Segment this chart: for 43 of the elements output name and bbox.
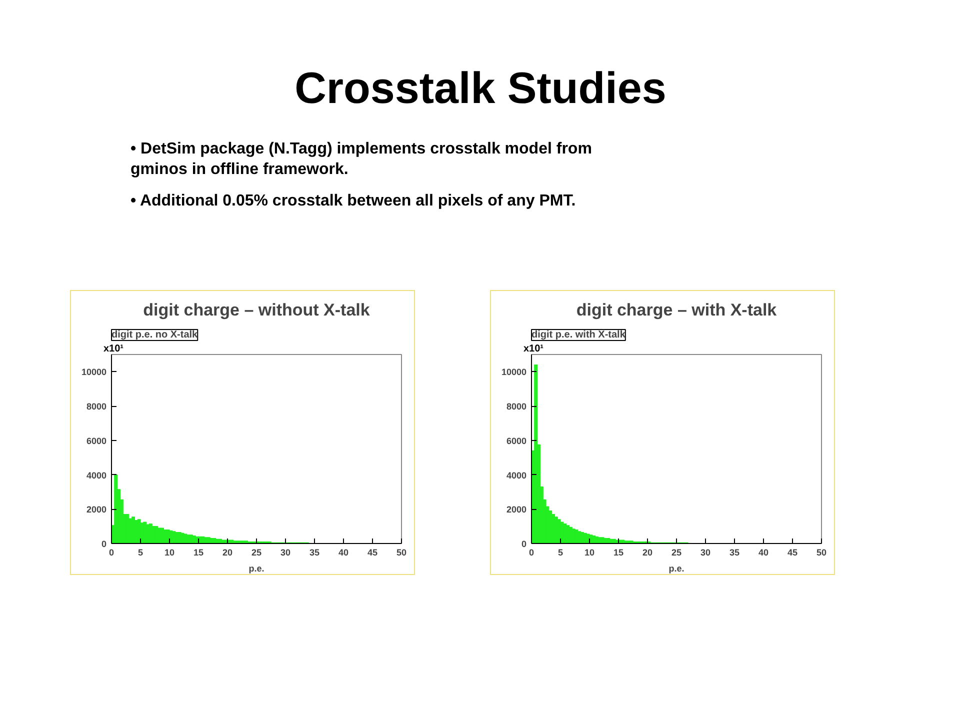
x-tick-label: 45 xyxy=(367,548,378,558)
x-tick-label: 35 xyxy=(729,548,740,558)
x-tick-label: 20 xyxy=(642,548,653,558)
y-tick-label: 10000 xyxy=(81,367,107,378)
y-tick-label: 4000 xyxy=(86,470,107,480)
x-tick-label: 5 xyxy=(558,548,564,558)
y-tick-label: 10000 xyxy=(501,367,527,378)
x-tick-label: 50 xyxy=(396,548,407,558)
text: • DetSim package (N.Tagg) implements crosstalk model from gminos in offline framework. xyxy=(130,140,592,178)
y-tick-label: 6000 xyxy=(86,436,107,446)
x-tick-label: 40 xyxy=(338,548,349,558)
y-tick-label: 6000 xyxy=(506,436,527,446)
y-tick-label: 0 xyxy=(101,539,107,549)
x-tick-label: 15 xyxy=(613,548,624,558)
chart-title: digit charge – with X-talk xyxy=(576,300,778,320)
x-tick-label: 30 xyxy=(700,548,711,558)
x-tick-label: 0 xyxy=(108,548,114,558)
y-tick-label: 2000 xyxy=(506,504,527,515)
y-tick-label: 2000 xyxy=(86,504,107,515)
x-tick-label: 20 xyxy=(222,548,233,558)
chart-title: digit charge – without X-talk xyxy=(143,300,370,320)
x-tick-label: 0 xyxy=(528,548,534,558)
text: x10¹ xyxy=(104,344,124,354)
x-tick-label: 25 xyxy=(251,548,262,558)
x-tick-label: 45 xyxy=(787,548,798,558)
x-axis-title: p.e. xyxy=(668,564,684,574)
x-tick-label: 10 xyxy=(584,548,595,558)
y-tick-label: 8000 xyxy=(506,402,527,412)
x-axis-title: p.e. xyxy=(248,564,264,574)
x-tick-label: 35 xyxy=(309,548,320,558)
x-tick-label: 50 xyxy=(816,548,827,558)
text: Crosstalk Studies xyxy=(294,64,666,113)
x-tick-label: 40 xyxy=(758,548,769,558)
x-tick-label: 25 xyxy=(671,548,682,558)
text: • Additional 0.05% crosstalk between all pixels of any PMT. xyxy=(130,192,576,210)
x-tick-label: 30 xyxy=(280,548,291,558)
x-tick-label: 5 xyxy=(138,548,144,558)
y-tick-label: 0 xyxy=(521,539,527,549)
y-tick-label: 8000 xyxy=(86,402,107,412)
text: x10¹ xyxy=(524,344,544,354)
y-tick-label: 4000 xyxy=(506,470,527,480)
x-tick-label: 10 xyxy=(164,548,175,558)
x-tick-label: 15 xyxy=(193,548,204,558)
